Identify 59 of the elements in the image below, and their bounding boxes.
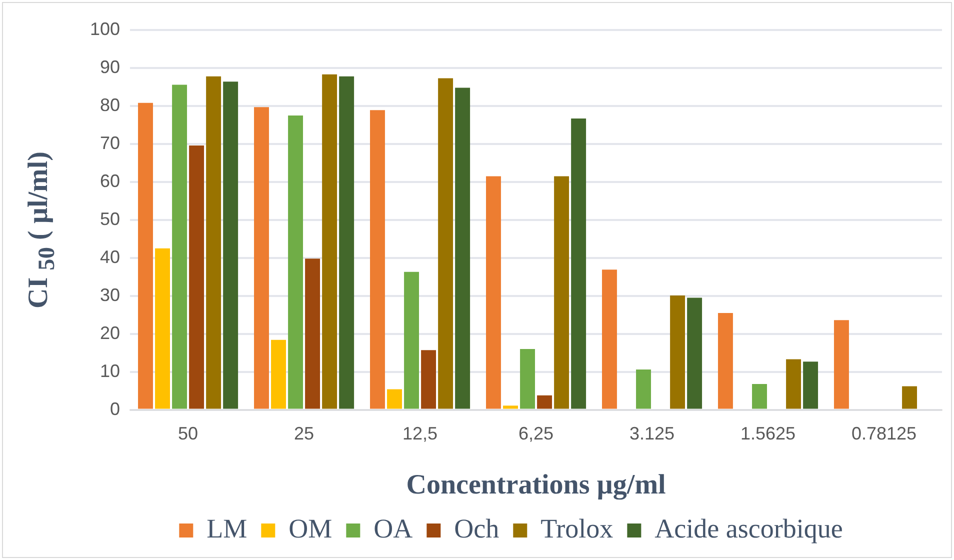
y-tick-label: 0 [110,398,120,419]
x-tick-label: 12,5 [402,424,438,444]
legend-label: LM [206,514,248,544]
y-tick-label: 30 [100,284,120,305]
bar [370,110,385,409]
bar [387,389,402,409]
bar [486,176,501,409]
bar [421,350,436,409]
legend-label: OM [288,514,332,544]
x-axis-title: Concentrations µg/ml [406,469,666,500]
bar [322,74,338,409]
bar [503,406,518,409]
x-tick-label: 3.125 [629,424,675,444]
legend-label: OA [374,514,414,544]
x-tick-label: 0.78125 [851,424,917,444]
bar [138,102,153,409]
y-tick-label: 70 [100,132,120,153]
y-tick-label: 90 [100,56,120,77]
x-tick-label: 50 [178,424,198,444]
bar [718,312,733,409]
x-tick-label: 25 [294,424,314,444]
bar [305,258,320,409]
bar [571,118,586,409]
y-tick-label: 100 [90,18,120,39]
x-tick-label: 1.5625 [740,424,796,444]
bar [902,386,918,409]
y-tick-label: 10 [100,360,120,381]
bar [636,370,651,409]
legend-label: Acide ascorbique [654,514,843,544]
bar [288,115,304,409]
bar [254,107,269,409]
bar [189,145,204,409]
bar [155,248,170,409]
legend-label: Trolox [540,514,614,544]
bar [520,349,535,409]
bar [786,359,802,409]
bar [339,76,354,409]
bar [537,395,552,409]
bar [670,295,686,409]
bar [438,78,454,409]
legend-label: Och [454,514,500,544]
bar [687,298,702,409]
bar [271,340,286,409]
bar [554,176,570,409]
bar [752,384,767,409]
y-tick-label: 80 [100,94,120,115]
bar [172,84,188,409]
y-tick-label: 50 [100,208,120,229]
y-tick-label: 60 [100,170,120,191]
bar [834,320,849,409]
bar [223,82,238,409]
bar [602,270,617,409]
y-tick-label: 40 [100,246,120,267]
y-tick-label: 20 [100,322,120,343]
bar [455,88,470,409]
x-tick-label: 6,25 [518,424,554,444]
bar [206,76,222,409]
bar [404,272,419,409]
bar [803,362,818,409]
